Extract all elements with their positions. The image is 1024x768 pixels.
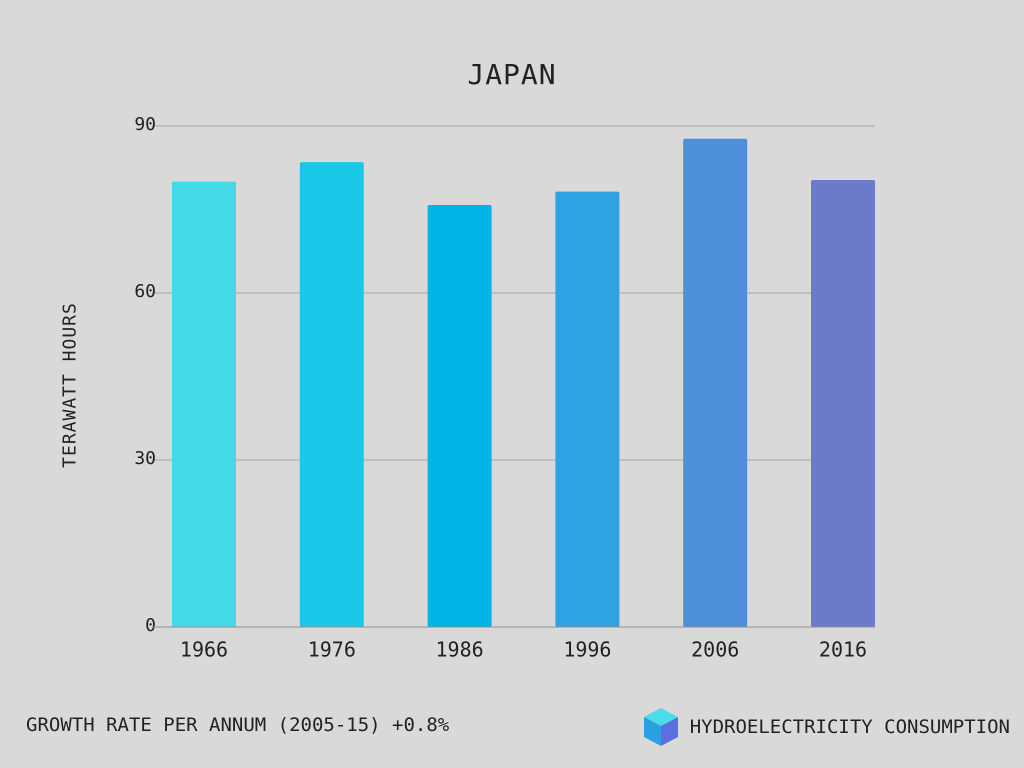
bar-chart: 0 30 60 90 1966 1976 1986 1996 2006 2016 — [134, 114, 875, 662]
chart-title: JAPAN — [467, 58, 557, 91]
y-tick-labels: 0 30 60 90 — [134, 114, 156, 636]
grid-lines — [152, 125, 875, 461]
x-tick-labels: 1966 1976 1986 1996 2006 2016 — [180, 638, 867, 662]
cube-icon — [642, 706, 680, 748]
y-tick-label: 60 — [134, 281, 156, 302]
y-tick-label: 90 — [134, 114, 156, 135]
bar-2006 — [683, 138, 748, 627]
y-tick-label: 30 — [134, 448, 156, 469]
x-tick-label: 2016 — [819, 638, 867, 662]
x-tick-label: 1986 — [436, 638, 484, 662]
chart-footer: GROWTH RATE PER ANNUM (2005-15) +0.8% HY… — [0, 700, 1024, 755]
legend: HYDROELECTRICITY CONSUMPTION — [642, 705, 1010, 749]
bar-1986 — [427, 205, 492, 627]
y-tick-label: 0 — [145, 615, 156, 636]
bars — [172, 138, 875, 628]
x-tick-label: 1966 — [180, 638, 228, 662]
bar-1976 — [299, 162, 364, 627]
growth-rate-note: GROWTH RATE PER ANNUM (2005-15) +0.8% — [26, 714, 450, 736]
bar-1996 — [555, 191, 620, 628]
legend-label: HYDROELECTRICITY CONSUMPTION — [689, 716, 1010, 738]
x-tick-label: 1996 — [563, 638, 611, 662]
x-tick-label: 1976 — [308, 638, 356, 662]
x-tick-label: 2006 — [691, 638, 739, 662]
bar-1966 — [172, 181, 236, 627]
bar-2016 — [811, 179, 875, 627]
